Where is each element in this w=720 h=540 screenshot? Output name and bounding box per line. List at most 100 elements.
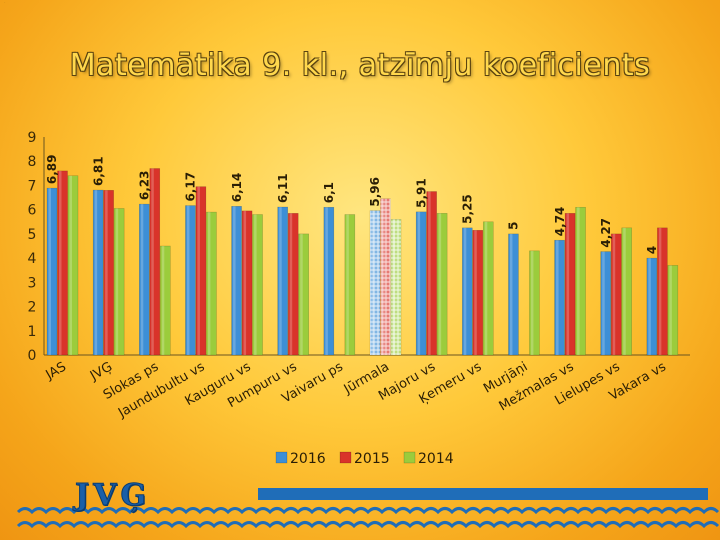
bar-gloss [254, 214, 257, 355]
bar-2014 [436, 213, 448, 356]
data-label: 6,23 [138, 170, 152, 200]
bar-2014 [113, 208, 125, 356]
wave-row-1 [16, 507, 720, 515]
data-label: 5,96 [368, 177, 382, 207]
bar-2016 [46, 187, 58, 356]
bar-2014 [344, 214, 356, 356]
bar-2016 [646, 257, 658, 356]
bar-hatch-overlay [391, 219, 401, 355]
bar-2016 [508, 233, 519, 356]
legend-label-2015: 2015 [354, 451, 390, 467]
data-label: 6,89 [45, 154, 59, 184]
bar-gloss [48, 188, 51, 355]
legend-swatch-2016 [275, 451, 288, 464]
data-label: 4 [645, 246, 659, 254]
bar-gloss [233, 206, 236, 355]
y-tick-label: 5 [28, 227, 37, 243]
bar-2015 [149, 168, 161, 356]
legend: 2016 2015 2014 [275, 451, 454, 467]
bar-gloss [325, 207, 328, 355]
bar-gloss [602, 251, 605, 355]
bar-2014 [252, 214, 263, 356]
data-label: 6,81 [91, 156, 105, 186]
legend-label-2014: 2014 [418, 451, 454, 467]
bar-2016 [323, 206, 335, 356]
bar-gloss [438, 213, 442, 355]
bar-gloss [566, 213, 570, 355]
bar-gloss [115, 208, 119, 355]
bar-gloss [648, 258, 651, 355]
bar-gloss [658, 227, 662, 355]
y-tick-label: 7 [28, 178, 37, 194]
bar-2014 [483, 221, 494, 356]
data-label: 5 [507, 222, 521, 230]
bar-2015 [241, 210, 253, 356]
bar-hatch-overlay [380, 198, 391, 355]
y-tick-label: 0 [28, 348, 37, 364]
bar-2014 [298, 233, 309, 356]
bar-gloss [577, 207, 580, 355]
bar-2016 [462, 227, 473, 356]
bar-gloss [94, 190, 98, 355]
bar-2014 [206, 211, 217, 356]
bar-gloss [161, 246, 165, 355]
bar-2015 [426, 191, 437, 356]
data-label: 6,1 [322, 182, 336, 203]
bar-2016 [600, 251, 611, 356]
y-tick-label: 2 [28, 300, 37, 316]
bar-2015 [610, 233, 622, 356]
bar-2016 [277, 206, 288, 356]
x-tick-label: JAS [43, 359, 69, 383]
bar-gloss [612, 233, 616, 355]
school-logo: JVĢ [74, 478, 151, 514]
bar-gloss [484, 221, 488, 355]
data-label: 4,27 [599, 218, 613, 248]
bar-gloss [392, 219, 395, 355]
bar-gloss [59, 170, 62, 355]
data-label: 6,14 [230, 173, 244, 203]
y-tick-label: 4 [28, 251, 37, 267]
bar-gloss [556, 240, 559, 355]
bar-gloss [207, 212, 211, 355]
bar-gloss [623, 227, 626, 355]
bar-2016 [231, 206, 242, 356]
bar-gloss [140, 204, 144, 355]
bar-2015 [57, 170, 68, 356]
bar-gloss [417, 211, 421, 355]
bar-2015 [195, 186, 207, 356]
bar-gloss [346, 214, 349, 355]
bar-2015 [103, 190, 114, 356]
bar-2015 [657, 227, 668, 356]
legend-swatch-2014 [403, 451, 416, 464]
y-tick-label: 1 [28, 324, 37, 340]
bar-2014 [667, 265, 679, 356]
data-label: 4,74 [553, 207, 567, 237]
bar-2016 [139, 203, 150, 356]
y-tick-label: 3 [28, 275, 37, 291]
bar-gloss [186, 205, 190, 355]
bar-gloss [530, 250, 534, 355]
y-axis: 0 1 2 3 4 5 6 7 8 9 [28, 130, 690, 364]
bar-2015 [564, 213, 576, 356]
y-tick-label: 6 [28, 203, 37, 219]
data-labels-group: 6,89 6,81 6,23 6,17 6,14 6,11 6,1 5,96 5,91 5,25 5… [45, 154, 659, 254]
bar-2014 [575, 206, 586, 356]
bar-gloss [243, 210, 247, 355]
bar-gloss [289, 213, 293, 355]
bars-group [46, 168, 679, 356]
bar-2014 [529, 250, 540, 356]
bar-gloss [669, 265, 672, 355]
bar-2014 [67, 175, 79, 356]
bar-gloss [371, 210, 374, 355]
bar-gloss [474, 230, 477, 355]
bar-gloss [69, 175, 72, 355]
bar-2016 [185, 205, 196, 356]
data-label: 5,25 [461, 194, 475, 224]
wave-decoration [16, 488, 720, 529]
legend-swatch-2015 [339, 451, 352, 464]
bar-gloss [300, 233, 303, 355]
bar-gloss [463, 227, 467, 355]
bar-2016 [92, 189, 104, 356]
data-label: 6,17 [184, 172, 198, 202]
